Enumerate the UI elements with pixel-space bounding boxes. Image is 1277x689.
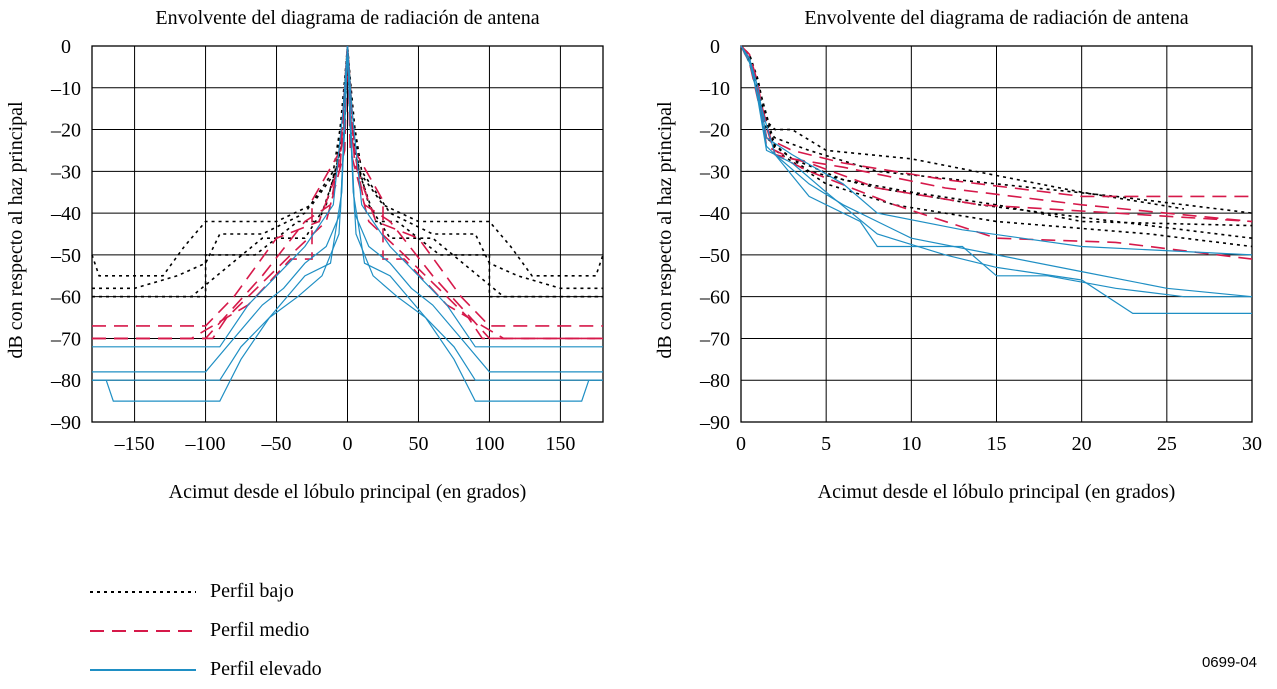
y-tick-label: –20 — [50, 120, 81, 142]
y-tick-label: –10 — [699, 78, 730, 100]
figure-canvas: 0–10–20–30–40–50–60–70–80–90–150 –100 –50 0… — [5, 7, 1262, 503]
y-tick-label: 0 — [61, 36, 71, 58]
x-tick-label: –150 — [114, 433, 155, 455]
series-line-medio — [740, 45, 1252, 198]
series-line-elevado — [740, 45, 1252, 314]
y-tick-label: –80 — [50, 370, 81, 392]
series-line-elevado — [740, 45, 1253, 256]
x-tick-label: 0 — [736, 433, 746, 455]
x-tick-label: 150 — [545, 433, 575, 455]
series-line-bajo — [740, 45, 1185, 210]
legend-label-elevado: Perfil elevado — [210, 658, 322, 680]
x-axis-label: Acimut desde el lóbulo principal (en gra… — [818, 481, 1176, 503]
x-tick-label: 30 — [1242, 433, 1262, 455]
x-tick-label: 15 — [987, 433, 1007, 455]
series-line-bajo — [92, 45, 603, 290]
y-tick-label: –40 — [699, 203, 730, 225]
x-tick-label: 10 — [901, 433, 921, 455]
legend-swatch-medio — [90, 629, 196, 632]
y-axis-label: dB con respecto al haz principal — [654, 101, 676, 359]
x-tick-label: 20 — [1072, 433, 1092, 455]
y-tick-label: –10 — [50, 78, 81, 100]
y-tick-label: –20 — [699, 120, 730, 142]
legend-item-bajo: Perfil bajo — [88, 572, 322, 611]
y-tick-label: –60 — [699, 287, 730, 309]
legend-label-medio: Perfil medio — [210, 619, 310, 641]
x-tick-label: 50 — [408, 433, 428, 455]
series-line-medio — [92, 45, 603, 340]
series-line-bajo — [91, 45, 604, 277]
legend: Perfil bajo Perfil medio Perfil elevado — [88, 572, 322, 689]
y-tick-label: 0 — [710, 36, 720, 58]
figure-id: 0699-04 — [1201, 654, 1257, 671]
x-tick-label: 0 — [343, 433, 353, 455]
legend-swatch-elevado — [90, 668, 196, 671]
x-tick-label: –100 — [185, 433, 226, 455]
y-tick-label: –60 — [50, 287, 81, 309]
series-line-elevado — [92, 45, 603, 373]
y-tick-label: –90 — [50, 412, 81, 434]
y-axis-label: dB con respecto al haz principal — [5, 101, 27, 359]
y-tick-label: –40 — [50, 203, 81, 225]
y-tick-label: –90 — [699, 412, 730, 434]
legend-item-medio: Perfil medio — [88, 611, 322, 650]
x-tick-label: 25 — [1157, 433, 1177, 455]
x-tick-label: 5 — [821, 433, 831, 455]
series-line-bajo — [740, 45, 1253, 248]
y-tick-label: –70 — [699, 328, 730, 350]
y-tick-label: –30 — [699, 161, 730, 183]
chart-right: 0 –10 –20 –30 –40 –50 –60 –70 –80 –90 0 5 10 15 20 25 30… — [654, 7, 1262, 503]
x-tick-label: –50 — [261, 433, 292, 455]
legend-item-elevado: Perfil elevado — [88, 650, 322, 689]
y-tick-label: –30 — [50, 161, 81, 183]
legend-swatch-bajo — [90, 590, 196, 593]
x-axis-label: Acimut desde el lóbulo principal (en gra… — [169, 481, 527, 503]
y-tick-label: –80 — [699, 370, 730, 392]
series-line-bajo — [92, 45, 603, 298]
y-tick-label: –50 — [50, 245, 81, 267]
series-line-elevado — [740, 45, 1252, 298]
series-line-medio — [92, 45, 603, 340]
plot-frame — [740, 45, 1253, 423]
y-tick-label: –50 — [699, 245, 730, 267]
chart-left: 0 –10 –20 –30 –40 –50 –60 –70 –80 –90 –150 –100 –50 0… — [5, 7, 604, 503]
y-tick-label: –70 — [50, 328, 81, 350]
legend-label-bajo: Perfil bajo — [210, 580, 294, 602]
series-line-elevado — [740, 45, 1253, 298]
x-tick-label: 100 — [474, 433, 504, 455]
chart-title: Envolvente del diagrama de radiación de … — [804, 7, 1188, 29]
chart-title: Envolvente del diagrama de radiación de … — [155, 7, 539, 29]
